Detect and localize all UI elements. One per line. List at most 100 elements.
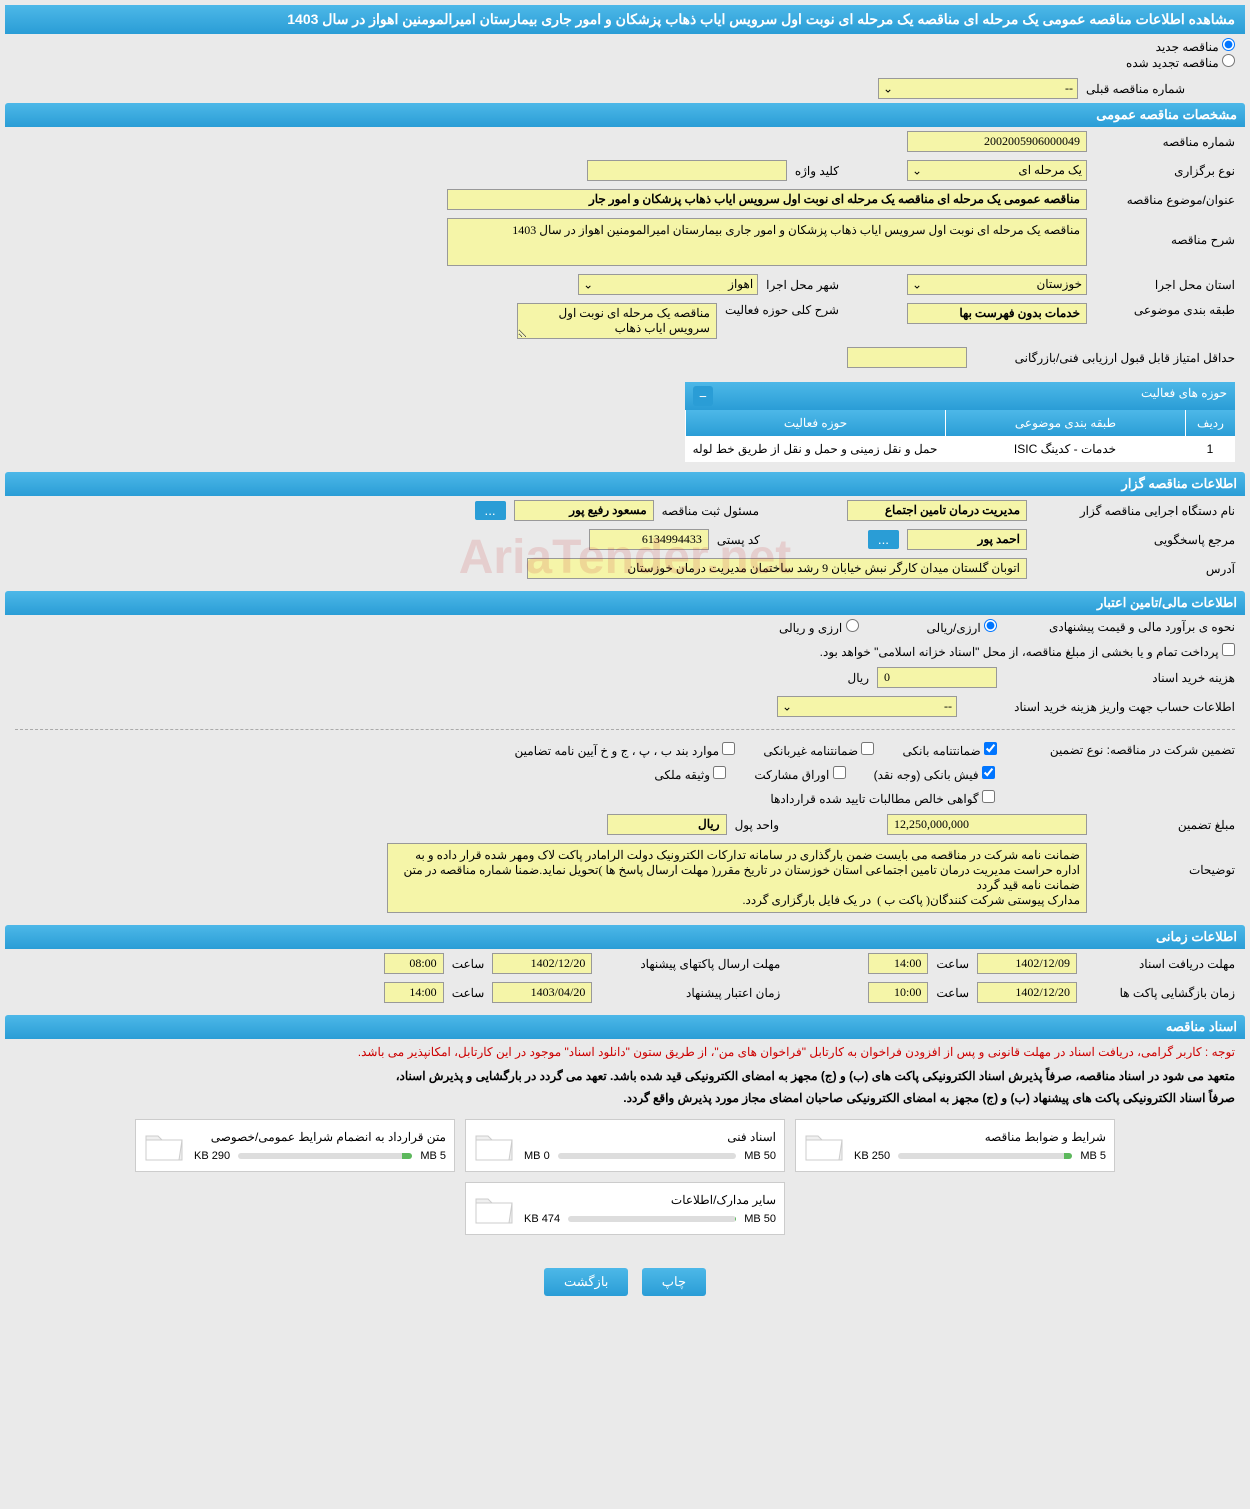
guarantee-type-label: تضمین شرکت در مناقصه: نوع تضمین <box>1005 743 1235 757</box>
col-row-number: ردیف <box>1185 410 1235 436</box>
activity-table: حوزه های فعالیت − ردیف طبقه بندی موضوعی … <box>685 382 1235 462</box>
doc-used-size: 290 KB <box>194 1150 230 1162</box>
doc-card[interactable]: شرایط و ضوابط مناقصه 5 MB 250 KB <box>795 1119 1115 1172</box>
check-property-deed[interactable]: وثیقه ملکی <box>654 766 726 782</box>
min-score-label: حداقل امتیاز قابل قبول ارزیابی فنی/بازرگ… <box>975 351 1235 365</box>
red-notice: توجه : کاربر گرامی، دریافت اسناد در مهلت… <box>5 1039 1245 1065</box>
respondent-input[interactable] <box>907 529 1027 550</box>
doc-title: متن قرارداد به انضمام شرایط عمومی/خصوصی <box>194 1130 446 1144</box>
doc-card[interactable]: اسناد فنی 50 MB 0 MB <box>465 1119 785 1172</box>
city-select[interactable]: اهواز ⌄ <box>578 274 758 295</box>
tender-number-input[interactable] <box>907 131 1087 152</box>
send-deadline-label: مهلت ارسال پاکتهای پیشنهاد <box>600 957 780 971</box>
reg-officer-lookup-button[interactable]: ... <box>475 501 506 520</box>
category-input[interactable] <box>907 303 1087 324</box>
doc-total-size: 5 MB <box>1080 1150 1106 1162</box>
address-input[interactable] <box>527 558 1027 579</box>
description-textarea[interactable] <box>447 218 1087 266</box>
check-bank-guarantee[interactable]: ضمانتنامه بانکی <box>902 742 997 758</box>
reg-officer-input[interactable] <box>514 500 654 521</box>
folder-icon <box>474 1191 514 1226</box>
payment-note-checkbox[interactable]: پرداخت تمام و یا بخشی از مبلغ مناقصه، از… <box>820 643 1235 659</box>
prev-number-select[interactable]: -- ⌄ <box>878 78 1078 99</box>
validity-date[interactable] <box>492 982 592 1003</box>
min-score-input[interactable] <box>847 347 967 368</box>
account-info-select[interactable]: -- ⌄ <box>777 696 957 717</box>
check-bank-receipt[interactable]: فیش بانکی (وجه نقد) <box>874 766 995 782</box>
radio-renewed-tender[interactable]: مناقصه تجدید شده <box>1126 56 1235 70</box>
collapse-button[interactable]: − <box>693 386 713 406</box>
account-info-label: اطلاعات حساب جهت واریز هزینه خرید اسناد <box>965 700 1235 714</box>
table-row: 1 خدمات - کدینگ ISIC حمل و نقل زمینی و ح… <box>685 436 1235 462</box>
doc-card[interactable]: متن قرارداد به انضمام شرایط عمومی/خصوصی … <box>135 1119 455 1172</box>
folder-icon <box>474 1128 514 1163</box>
col-category: طبقه بندی موضوعی <box>945 410 1185 436</box>
receive-deadline-label: مهلت دریافت اسناد <box>1085 957 1235 971</box>
send-time-label: ساعت <box>452 957 485 971</box>
chevron-down-icon: ⌄ <box>912 163 922 178</box>
activity-desc-label: شرح کلی حوزه فعالیت <box>725 303 839 317</box>
prev-number-label: شماره مناقصه قبلی <box>1086 82 1185 96</box>
doc-card[interactable]: سایر مدارک/اطلاعات 50 MB 474 KB <box>465 1182 785 1235</box>
opening-hour-label: ساعت <box>936 986 969 1000</box>
province-select[interactable]: خوزستان ⌄ <box>907 274 1087 295</box>
currency-input[interactable] <box>607 814 727 835</box>
opening-hour[interactable] <box>868 982 928 1003</box>
holding-type-select[interactable]: یک مرحله ای ⌄ <box>907 160 1087 181</box>
section-organizer-header: اطلاعات مناقصه گزار <box>5 472 1245 496</box>
back-button[interactable]: بازگشت <box>544 1268 628 1296</box>
opening-time-label: زمان بازگشایی پاکت ها <box>1085 986 1235 1000</box>
respondent-lookup-button[interactable]: ... <box>868 530 899 549</box>
activity-table-title: حوزه های فعالیت <box>1141 386 1227 406</box>
keyword-input[interactable] <box>587 160 787 181</box>
notes-textarea[interactable] <box>387 843 1087 913</box>
estimate-method-label: نحوه ی برآورد مالی و قیمت پیشنهادی <box>1005 620 1235 634</box>
bold-notice-1: متعهد می شود در اسناد مناقصه، صرفاً پذیر… <box>5 1065 1245 1087</box>
doc-used-size: 0 MB <box>524 1150 550 1162</box>
doc-cost-input[interactable] <box>877 667 997 688</box>
description-label: شرح مناقصه <box>1095 218 1235 247</box>
exec-name-input[interactable] <box>847 500 1027 521</box>
currency-label: واحد پول <box>735 818 779 832</box>
opening-date[interactable] <box>977 982 1077 1003</box>
validity-hour[interactable] <box>384 982 444 1003</box>
activity-desc-textarea[interactable] <box>517 303 717 339</box>
postal-code-input[interactable] <box>589 529 709 550</box>
folder-icon <box>144 1128 184 1163</box>
subject-label: عنوان/موضوع مناقصه <box>1095 193 1235 207</box>
check-contract-receivables[interactable]: گواهی خالص مطالبات تایید شده قراردادها <box>770 790 995 806</box>
validity-time-label: زمان اعتبار پیشنهاد <box>600 986 780 1000</box>
col-activity: حوزه فعالیت <box>685 410 945 436</box>
bold-notice-2: صرفاً اسناد الکترونیکی پاکت های پیشنهاد … <box>5 1087 1245 1109</box>
radio-rial[interactable]: ارزی/ریالی <box>927 619 997 635</box>
tender-number-label: شماره مناقصه <box>1095 135 1235 149</box>
section-financial-header: اطلاعات مالی/تامین اعتبار <box>5 591 1245 615</box>
subject-input[interactable] <box>447 189 1087 210</box>
chevron-down-icon: ⌄ <box>583 277 593 292</box>
doc-total-size: 5 MB <box>420 1150 446 1162</box>
notes-label: توضیحات <box>1095 843 1235 877</box>
section-documents-header: اسناد مناقصه <box>5 1015 1245 1039</box>
postal-code-label: کد پستی <box>717 533 760 547</box>
guarantee-amount-label: مبلغ تضمین <box>1095 818 1235 832</box>
print-button[interactable]: چاپ <box>642 1268 706 1296</box>
radio-new-tender[interactable]: مناقصه جدید <box>1156 40 1235 54</box>
send-deadline-time[interactable] <box>384 953 444 974</box>
doc-progress-bar <box>898 1153 1072 1159</box>
receive-deadline-time[interactable] <box>868 953 928 974</box>
chevron-down-icon: ⌄ <box>883 81 893 96</box>
doc-cost-label: هزینه خرید اسناد <box>1005 671 1235 685</box>
chevron-down-icon: ⌄ <box>912 277 922 292</box>
send-deadline-date[interactable] <box>492 953 592 974</box>
check-bylaw-items[interactable]: موارد بند ب ، پ ، ج و خ آیین نامه تضامین <box>515 742 736 758</box>
receive-deadline-date[interactable] <box>977 953 1077 974</box>
receive-time-label: ساعت <box>936 957 969 971</box>
chevron-down-icon: ⌄ <box>782 699 792 714</box>
guarantee-amount-input[interactable] <box>887 814 1087 835</box>
folder-icon <box>804 1128 844 1163</box>
page-title: مشاهده اطلاعات مناقصه عمومی یک مرحله ای … <box>5 5 1245 34</box>
radio-foreign-rial[interactable]: ارزی و ریالی <box>779 619 859 635</box>
validity-hour-label: ساعت <box>452 986 485 1000</box>
check-participation-bonds[interactable]: اوراق مشارکت <box>754 766 845 782</box>
check-nonbank-guarantee[interactable]: ضمانتنامه غیربانکی <box>763 742 874 758</box>
